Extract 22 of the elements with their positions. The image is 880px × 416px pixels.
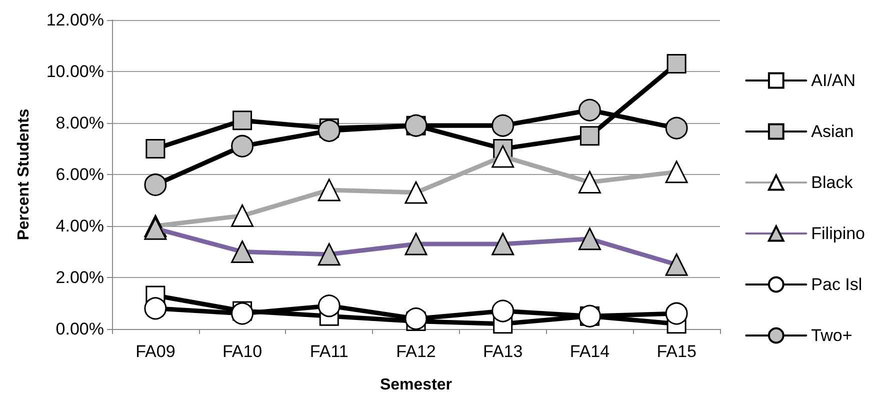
x-tick-label: FA15 — [656, 342, 696, 361]
y-tick-label: 0.00% — [56, 320, 104, 338]
legend-label: Filipino — [811, 224, 866, 243]
y-tick-label: 10.00% — [46, 62, 104, 81]
x-axis-title: Semester — [380, 376, 452, 394]
y-tick-label: 6.00% — [56, 165, 104, 184]
x-tick-label: FA09 — [136, 342, 176, 361]
x-tick-label: FA10 — [222, 342, 262, 361]
x-tick-label: FA12 — [396, 342, 436, 361]
x-tick-label: FA11 — [310, 342, 348, 361]
legend-label: AI/AN — [811, 71, 856, 90]
legend-label: Two+ — [811, 326, 852, 345]
legend-label: Pac Isl — [811, 275, 862, 294]
y-tick-label: 12.00% — [46, 10, 104, 30]
legend-label: Black — [811, 173, 854, 192]
y-tick-label: 4.00% — [56, 216, 104, 236]
y-tick-label: 2.00% — [56, 268, 104, 287]
x-tick-label: FA13 — [483, 342, 523, 361]
y-tick-label: 8.00% — [56, 114, 104, 132]
legend-label: Asian — [811, 122, 854, 141]
x-tick-label: FA14 — [570, 342, 610, 361]
y-axis-title: Percent Students — [16, 108, 32, 240]
